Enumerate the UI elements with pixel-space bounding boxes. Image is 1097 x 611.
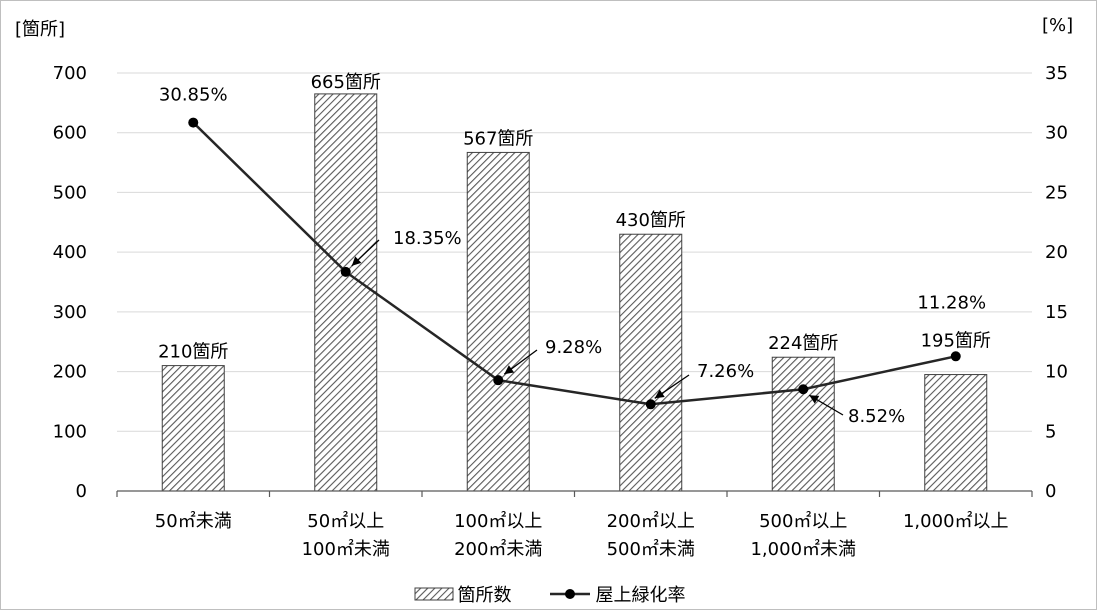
left-tick-label: 100 [53, 421, 87, 442]
left-tick-label: 500 [53, 182, 87, 203]
legend: 箇所数 屋上緑化率 [1, 581, 1097, 607]
line-marker-swatch-icon [549, 589, 590, 599]
category-label: 1,000㎡未満 [750, 538, 856, 560]
right-tick-label: 10 [1045, 362, 1068, 383]
category-label: 200㎡未満 [454, 538, 542, 560]
bar-data-label: 665箇所 [311, 72, 381, 93]
legend-label-bars: 箇所数 [457, 585, 512, 606]
category-label: 50㎡以上 [307, 510, 384, 532]
line-point [188, 117, 199, 128]
line-point [645, 399, 656, 410]
right-tick-label: 30 [1045, 123, 1068, 144]
left-tick-label: 300 [53, 302, 87, 323]
category-label: 500㎡以上 [759, 510, 847, 532]
line-data-label: 30.85% [159, 85, 228, 106]
left-tick-label: 400 [53, 242, 87, 263]
line-data-label: 11.28% [917, 292, 986, 313]
right-tick-label: 25 [1045, 182, 1068, 203]
category-label: 50㎡未満 [155, 510, 232, 532]
line-data-label: 7.26% [697, 361, 754, 382]
category-label: 100㎡未満 [302, 538, 390, 560]
bar-data-label: 210箇所 [158, 342, 228, 363]
bar [619, 233, 683, 492]
leader-arrowhead [351, 256, 362, 266]
line-data-label: 9.28% [545, 337, 602, 358]
legend-item-bars: 箇所数 [414, 581, 512, 607]
category-label: 500㎡未満 [607, 538, 695, 560]
right-tick-label: 35 [1045, 63, 1068, 84]
bar-data-label: 195箇所 [921, 331, 991, 352]
right-tick-label: 5 [1045, 421, 1056, 442]
left-tick-label: 600 [53, 123, 87, 144]
category-label: 1,000㎡以上 [903, 510, 1009, 532]
bar [466, 151, 530, 492]
category-label: 200㎡以上 [607, 510, 695, 532]
right-tick-label: 15 [1045, 302, 1068, 323]
bar-data-label: 430箇所 [616, 210, 686, 231]
line-series [192, 121, 957, 406]
right-tick-label: 0 [1045, 481, 1056, 502]
line-data-label: 8.52% [848, 406, 905, 427]
bar [771, 356, 835, 492]
line-point [798, 384, 809, 395]
left-axis-unit: [箇所] [15, 19, 66, 40]
leader-arrowhead [504, 365, 515, 375]
category-label: 100㎡以上 [454, 510, 542, 532]
line-data-label: 18.35% [393, 228, 462, 249]
line-point [340, 266, 351, 277]
hatched-swatch-icon [414, 587, 453, 601]
left-tick-label: 200 [53, 362, 87, 383]
left-tick-label: 700 [53, 63, 87, 84]
leader-arrowhead [809, 395, 820, 404]
left-tick-label: 0 [76, 481, 87, 502]
bar [161, 365, 225, 492]
bar-data-label: 224箇所 [768, 333, 838, 354]
bar [314, 93, 378, 492]
right-axis-unit: [%] [1042, 15, 1074, 36]
legend-label-line: 屋上緑化率 [595, 585, 686, 606]
bar [924, 374, 988, 492]
legend-item-line: 屋上緑化率 [548, 581, 686, 607]
leader-arrowhead [654, 389, 665, 399]
right-tick-label: 20 [1045, 242, 1068, 263]
line-point [493, 375, 504, 386]
bar-data-label: 567箇所 [463, 128, 533, 149]
line-point [950, 351, 961, 362]
